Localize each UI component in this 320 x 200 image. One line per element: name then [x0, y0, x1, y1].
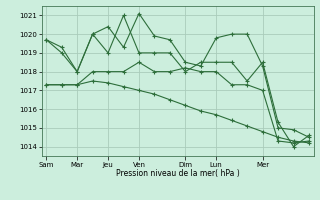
- X-axis label: Pression niveau de la mer( hPa ): Pression niveau de la mer( hPa ): [116, 169, 239, 178]
